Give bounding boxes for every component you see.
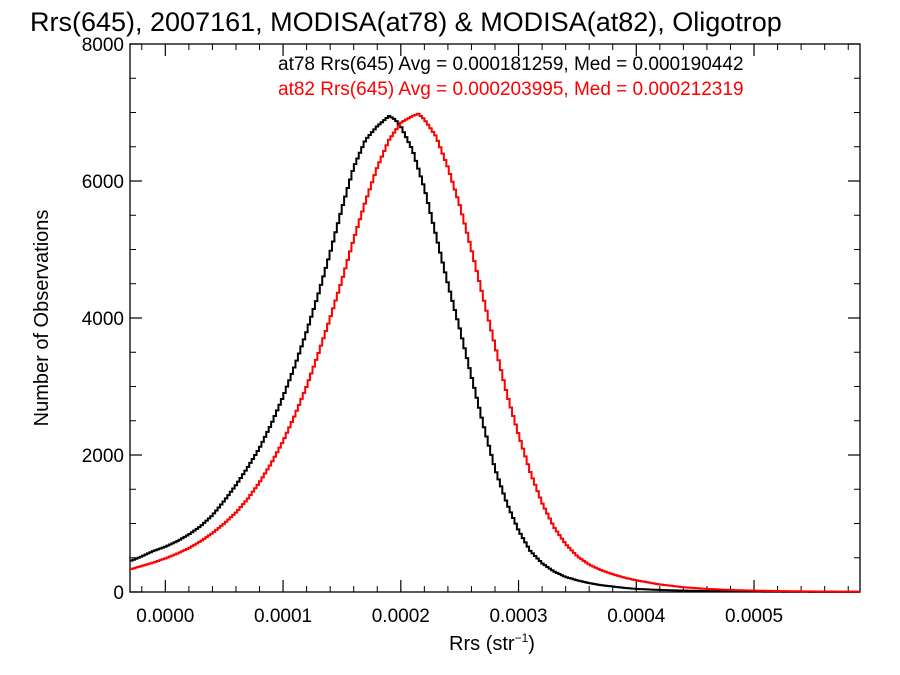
y-axis-label: Number of Observations xyxy=(31,210,53,427)
y-tick-label: 8000 xyxy=(82,35,124,56)
series-lines xyxy=(130,112,860,593)
tick-marks xyxy=(130,43,860,593)
x-axis-label: Rrs (str−1) xyxy=(449,631,535,655)
annotation-at78-stats: at78 Rrs(645) Avg = 0.000181259, Med = 0… xyxy=(278,54,744,75)
annotation-at82-stats: at82 Rrs(645) Avg = 0.000203995, Med = 0… xyxy=(278,79,744,100)
x-tick-label: 0.0000 xyxy=(136,606,194,627)
x-axis-label-close: ) xyxy=(528,633,535,655)
chart-title: Rrs(645), 2007161, MODISA(at78) & MODISA… xyxy=(30,7,782,37)
x-tick-label: 0.0003 xyxy=(489,606,547,627)
series-line-at78 xyxy=(130,114,860,593)
x-axis-label-main: Rrs (str xyxy=(449,633,515,655)
x-tick-label: 0.0001 xyxy=(254,606,312,627)
y-tick-labels: 0 2000 4000 6000 8000 xyxy=(82,35,124,604)
x-tick-label: 0.0002 xyxy=(372,606,430,627)
x-tick-labels: 0.0000 0.0001 0.0002 0.0003 0.0004 0.0005 xyxy=(136,606,783,627)
series-line-at82 xyxy=(130,112,860,593)
x-tick-label: 0.0004 xyxy=(607,606,666,627)
y-tick-label: 0 xyxy=(113,583,124,604)
y-tick-label: 2000 xyxy=(82,446,124,467)
x-axis-label-superscript: −1 xyxy=(515,631,529,645)
x-tick-label: 0.0005 xyxy=(725,606,783,627)
y-tick-label: 6000 xyxy=(82,172,124,193)
y-tick-label: 4000 xyxy=(82,309,124,330)
